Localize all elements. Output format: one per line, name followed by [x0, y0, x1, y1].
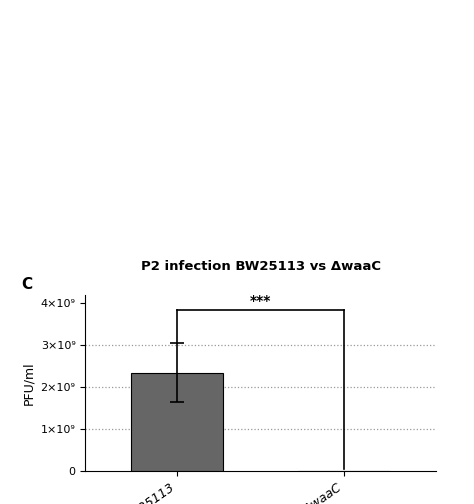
Title: P2 infection BW25113 vs ΔwaaC: P2 infection BW25113 vs ΔwaaC: [141, 260, 381, 273]
Text: C: C: [21, 277, 32, 292]
Bar: [131, 372, 223, 471]
Text: ***: ***: [250, 294, 272, 308]
Y-axis label: PFU/ml: PFU/ml: [22, 361, 35, 405]
